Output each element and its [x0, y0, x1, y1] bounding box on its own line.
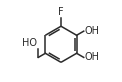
- Text: OH: OH: [85, 26, 100, 36]
- Text: F: F: [58, 7, 64, 17]
- Text: OH: OH: [85, 52, 100, 62]
- Text: HO: HO: [22, 38, 37, 48]
